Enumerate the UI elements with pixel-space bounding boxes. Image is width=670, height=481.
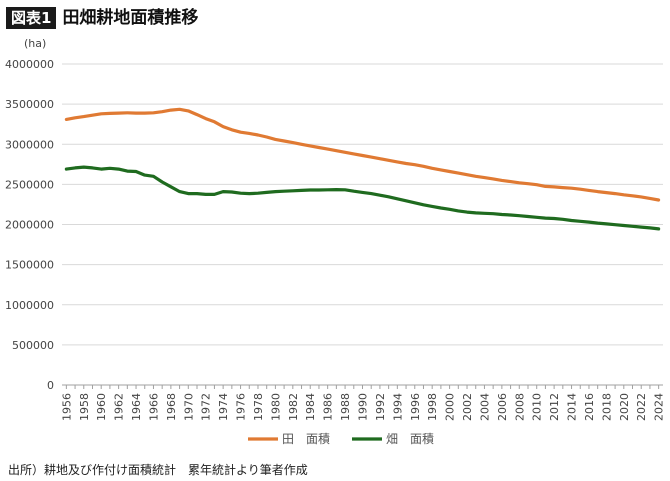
x-tick-label: 2024	[653, 393, 666, 421]
x-tick-label: 2004	[478, 393, 491, 421]
x-tick-label: 1980	[269, 393, 282, 421]
x-tick-label: 1966	[147, 393, 160, 421]
x-tick-label: 2016	[583, 393, 596, 421]
axes: (ha) 0 500000 1000000 1500000 2000000 2500000 3…	[5, 37, 666, 421]
x-tick-label: 2000	[444, 393, 457, 421]
x-tick-label: 1986	[322, 393, 335, 421]
x-tick-label: 1994	[391, 393, 404, 421]
chart-header: 図表1 田畑耕地面積推移	[6, 6, 198, 30]
x-tick-label: 1962	[113, 393, 126, 421]
x-tick-label: 1964	[130, 393, 143, 421]
x-tick-label: 1958	[78, 393, 91, 421]
x-tick-label: 1990	[357, 393, 370, 421]
x-tick-label: 1976	[235, 393, 248, 421]
x-tick-label: 2012	[548, 393, 561, 421]
x-tick-label: 1956	[60, 393, 73, 421]
y-tick-label: 1500000	[5, 259, 54, 272]
y-tick-label: 0	[47, 379, 54, 392]
chart-title: 田畑耕地面積推移	[62, 8, 199, 28]
x-tick-label: 1970	[182, 393, 195, 421]
source-note: 出所）耕地及び作付け面積統計 累年統計より筆者作成	[8, 463, 308, 477]
x-tick-label: 1960	[95, 393, 108, 421]
legend: 田 面積 畑 面積	[248, 431, 434, 446]
x-tick-label: 1992	[374, 393, 387, 421]
x-tick-label: 1984	[304, 393, 317, 421]
x-tick-label: 2002	[461, 393, 474, 421]
y-tick-label: 2500000	[5, 178, 54, 191]
series-line-2	[64, 165, 661, 231]
series-lines	[64, 107, 661, 231]
legend-label-1: 田 面積	[282, 431, 330, 446]
y-tick-label: 3500000	[5, 98, 54, 111]
x-tick-label: 2008	[513, 393, 526, 421]
figure-badge: 図表1	[6, 7, 57, 29]
legend-label-2: 畑 面積	[386, 431, 434, 446]
x-tick-label: 2020	[618, 393, 631, 421]
x-tick-label: 2006	[496, 393, 509, 421]
y-unit-label: (ha)	[24, 37, 46, 50]
x-tick-label: 2018	[600, 393, 613, 421]
x-tick-label: 1974	[217, 393, 230, 421]
y-tick-label: 500000	[12, 339, 54, 352]
y-tick-label: 2000000	[5, 219, 54, 232]
x-tick-label: 2010	[531, 393, 544, 421]
y-tick-label: 3000000	[5, 138, 54, 151]
x-tick-label: 2022	[635, 393, 648, 421]
y-tick-label: 4000000	[5, 58, 54, 71]
x-tick-label: 1968	[165, 393, 178, 421]
x-tick-label: 1988	[339, 393, 352, 421]
x-tick-label: 1982	[287, 393, 300, 421]
series-line-1	[64, 107, 661, 202]
y-tick-label: 1000000	[5, 299, 54, 312]
x-tick-label: 1972	[200, 393, 213, 421]
x-tick-label: 2014	[566, 393, 579, 421]
x-tick-label: 1978	[252, 393, 265, 421]
x-tick-label: 1996	[409, 393, 422, 421]
x-tick-label: 1998	[426, 393, 439, 421]
